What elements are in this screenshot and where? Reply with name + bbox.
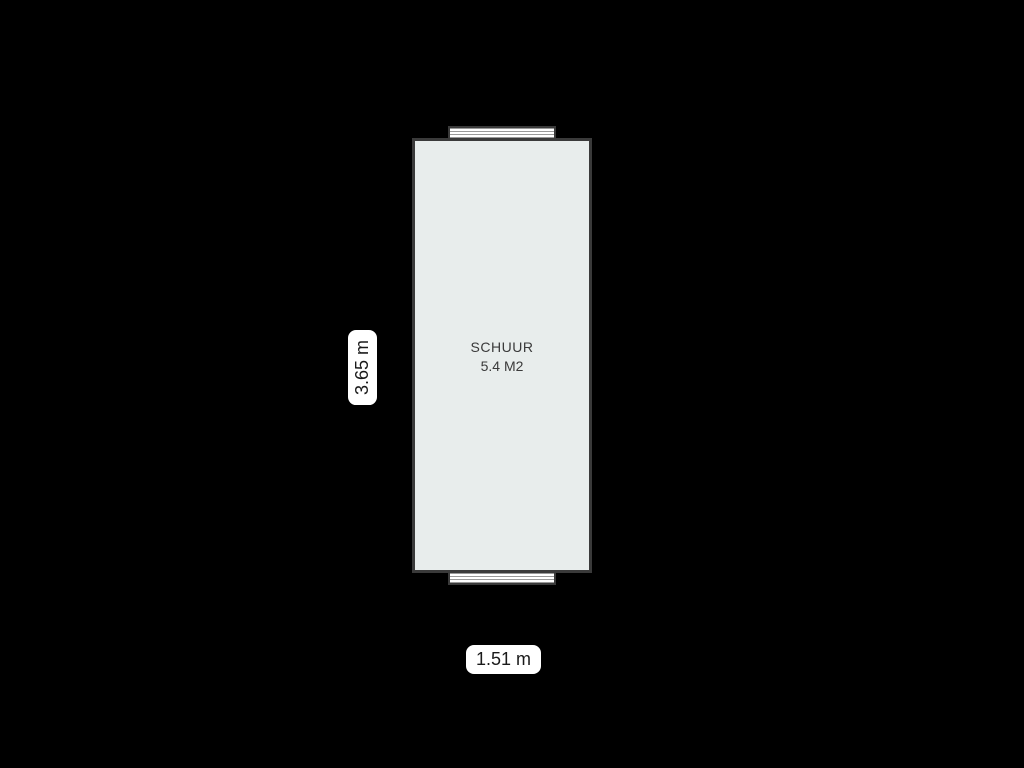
dimension-width: 1.51 m (466, 645, 541, 674)
room-area: 5.4 M2 (412, 357, 592, 377)
door-top (448, 126, 556, 138)
room-label: SCHUUR 5.4 M2 (412, 338, 592, 377)
room-name: SCHUUR (412, 338, 592, 358)
door-top-hatch (450, 128, 554, 138)
dimension-height: 3.65 m (348, 330, 377, 405)
door-bottom-hatch (450, 573, 554, 583)
door-bottom (448, 573, 556, 585)
